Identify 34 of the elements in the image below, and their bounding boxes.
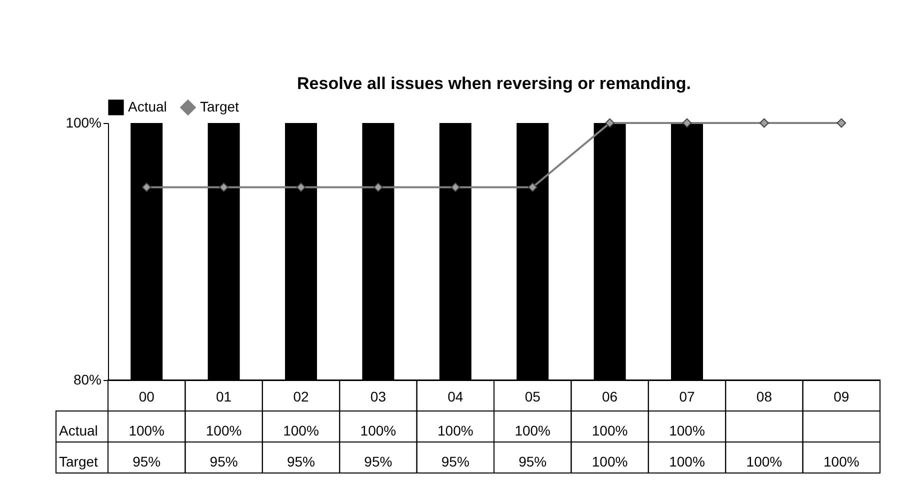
data-label: 100% — [283, 422, 319, 438]
x-tick-label: 09 — [834, 388, 850, 404]
data-label: 95% — [518, 454, 547, 470]
data-label: 100% — [128, 422, 165, 438]
x-tick-label: 00 — [138, 388, 155, 404]
chart-title: Resolve all issues when reversing or remanding. — [297, 74, 691, 93]
data-label: 100% — [437, 422, 474, 438]
x-tick-label: 01 — [216, 388, 232, 404]
data-label: 100% — [592, 422, 628, 438]
data-label: 95% — [441, 454, 470, 470]
data-label: 95% — [210, 454, 238, 470]
x-tick-label: 07 — [679, 388, 695, 404]
data-label: 100% — [592, 454, 628, 470]
x-tick-label: 04 — [448, 388, 464, 404]
x-tick-label: 06 — [602, 388, 618, 404]
y-tick-label: 80% — [73, 372, 102, 388]
data-label: 95% — [364, 454, 392, 470]
legend-label: Target — [200, 98, 240, 114]
text: Actual — [59, 422, 98, 438]
legend-label: Actual — [128, 98, 167, 114]
x-tick-label: 02 — [293, 388, 309, 404]
data-label: 95% — [286, 454, 316, 470]
data-label: 100% — [206, 422, 242, 438]
data-label: 100% — [669, 454, 705, 470]
data-label: 100% — [746, 454, 782, 470]
text: Target — [59, 454, 98, 470]
data-label: 100% — [514, 422, 551, 438]
data-label: 100% — [823, 454, 860, 470]
x-tick-label: 08 — [756, 388, 772, 404]
x-tick-label: 05 — [524, 388, 541, 404]
data-label: 95% — [132, 454, 161, 470]
data-label: 100% — [669, 422, 705, 438]
data-label: 100% — [360, 422, 396, 438]
x-tick-label: 03 — [370, 388, 386, 404]
